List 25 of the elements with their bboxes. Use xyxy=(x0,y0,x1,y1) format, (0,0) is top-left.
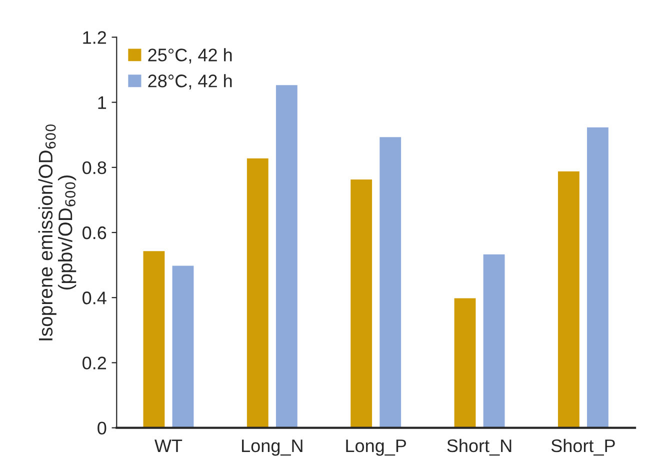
bar xyxy=(349,178,374,428)
x-tick-label: Short_P xyxy=(551,438,615,456)
x-tick-label: Long_N xyxy=(242,440,302,456)
bar xyxy=(452,296,478,428)
y-tick-label: 0.4 xyxy=(82,292,106,304)
bar xyxy=(274,84,299,428)
bar xyxy=(170,264,196,428)
bar xyxy=(556,170,581,428)
x-tick-label: WT xyxy=(154,440,182,452)
y-tick-label: 0 xyxy=(98,422,106,435)
x-tick-label: Long_P xyxy=(346,440,406,456)
y-tick-label: 0.2 xyxy=(82,356,106,370)
bar xyxy=(378,136,402,428)
bar xyxy=(586,126,610,428)
y-tick-label: 0.8 xyxy=(82,161,106,174)
bar xyxy=(246,156,270,428)
y-tick-label: 1.2 xyxy=(83,31,106,44)
legend-label: 25°C, 42 h xyxy=(148,48,232,64)
x-tick-label: Short_N xyxy=(447,438,512,456)
bar xyxy=(482,252,506,428)
y-tick-label: 0.6 xyxy=(82,226,106,240)
text: Isoprene emission/OD$_{600}$ (ppbv/OD$_{600}$) xyxy=(38,124,76,340)
y-tick-label: 1 xyxy=(98,96,106,109)
legend-label: 28°C, 42 h xyxy=(148,74,232,90)
bar xyxy=(142,250,166,428)
